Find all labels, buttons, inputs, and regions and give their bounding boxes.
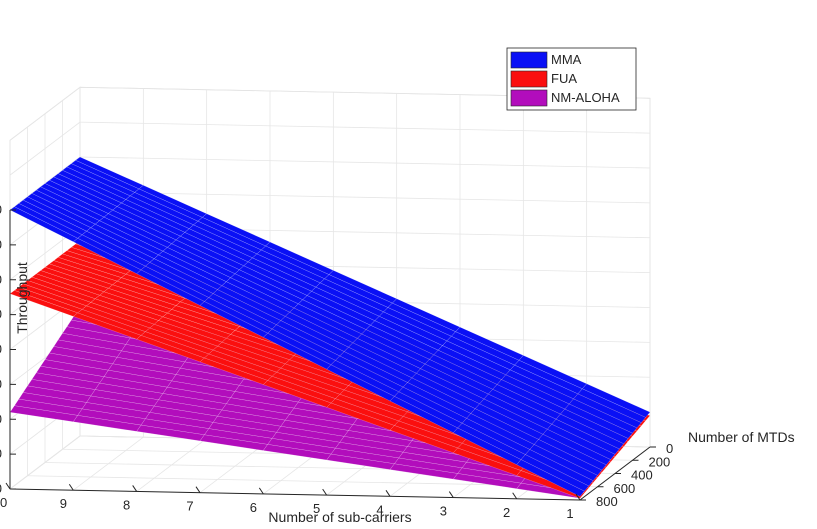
x-tick-mark [512, 492, 518, 500]
x-tick-label: 7 [186, 499, 193, 514]
z-tick-label: 700 [0, 237, 2, 252]
y-tick-label: 0 [666, 441, 673, 456]
gridline-back-z [79, 156, 651, 169]
x-tick-mark [5, 482, 11, 490]
z-tick-label: 800 [0, 202, 2, 217]
x-axis-title: Number of sub-carriers [268, 509, 411, 525]
legend-swatch-fua [510, 70, 548, 88]
gridline-back-z [79, 191, 651, 204]
x-tick-label: 8 [123, 497, 130, 512]
gridline-back-z [79, 121, 651, 134]
x-tick-label: 1 [566, 506, 573, 521]
z-tick-label: 100 [0, 446, 2, 461]
x-tick-label: 9 [60, 496, 67, 511]
legend-label-fua: FUA [551, 71, 577, 86]
y-tick-label: 200 [649, 454, 671, 469]
x-tick-mark [68, 483, 74, 491]
surface-mma [9, 156, 651, 497]
y-tick-label: 400 [631, 468, 653, 483]
legend: MMA FUA NM-ALOHA [506, 47, 637, 111]
legend-swatch-nm-aloha [510, 89, 548, 107]
x-tick-label: 4 [376, 502, 383, 517]
x-axis-line [9, 488, 581, 501]
x-tick-mark [575, 493, 581, 501]
x-tick-mark [132, 485, 138, 492]
legend-label-mma: MMA [551, 52, 582, 67]
x-tick-mark [385, 490, 391, 497]
axes [5, 209, 656, 501]
x-tick-label: 6 [250, 500, 257, 515]
x-tick-mark [322, 488, 328, 496]
z-tick-label: 500 [0, 307, 2, 322]
x-tick-mark [195, 486, 201, 493]
x-tick-label: 5 [313, 501, 320, 516]
x-tick-mark [448, 491, 454, 498]
z-tick-label: 400 [0, 342, 2, 357]
y-tick-label: 800 [596, 494, 618, 509]
x-tick-label: 3 [440, 504, 447, 519]
z-tick-label: 600 [0, 272, 2, 287]
legend-swatch-mma [510, 51, 548, 69]
y-tick-label: 600 [614, 481, 636, 496]
surface-patch [516, 459, 585, 497]
x-tick-label: 2 [503, 505, 510, 520]
legend-label-nm-aloha: NM-ALOHA [551, 90, 620, 105]
surfaces [9, 156, 651, 499]
z-tick-label: 0 [0, 481, 2, 496]
z-axis-title: Throughput [14, 262, 30, 334]
tick-labels: 0100200300400500600700800109876543210200… [0, 202, 673, 521]
z-tick-label: 300 [0, 376, 2, 391]
z-tick-label: 200 [0, 411, 2, 426]
x-tick-mark [258, 487, 264, 495]
y-axis-title: Number of MTDs [688, 429, 795, 445]
x-tick-label: 10 [0, 495, 7, 510]
